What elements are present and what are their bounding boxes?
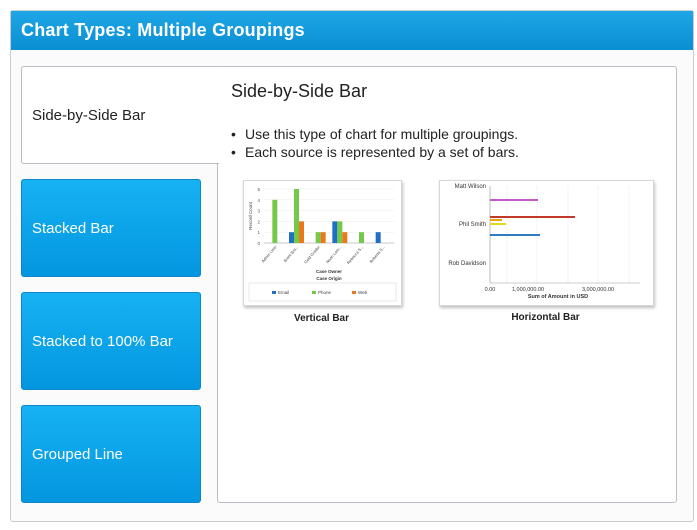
tab-grouped-line[interactable]: Grouped Line bbox=[21, 405, 201, 503]
bar-email bbox=[375, 232, 381, 243]
bar-phone bbox=[359, 232, 364, 243]
y-tick-label: 1 bbox=[257, 230, 260, 235]
horizontal-bar-caption: Horizontal Bar bbox=[511, 312, 580, 323]
x-tick-label: 3,000,000.00 bbox=[582, 287, 614, 293]
tab-stacked-to-100-bar[interactable]: Stacked to 100% Bar bbox=[21, 292, 201, 390]
x-tick-label: 1,000,000.00 bbox=[512, 287, 544, 293]
legend-swatch bbox=[312, 291, 316, 294]
bar bbox=[490, 219, 502, 221]
bullet-item: • Use this type of chart for multiple gro… bbox=[231, 126, 519, 142]
category-label: Phil Smith bbox=[459, 222, 486, 228]
y-tick-label: 0 bbox=[257, 241, 260, 246]
bar-phone bbox=[337, 221, 343, 243]
bullet-text: Use this type of chart for multiple grou… bbox=[245, 126, 519, 142]
y-axis-label: Record Count bbox=[248, 201, 253, 230]
x-axis-label: Sum of Amount in USD bbox=[528, 294, 588, 300]
bar bbox=[490, 234, 540, 236]
y-tick-label: 5 bbox=[257, 187, 260, 192]
horizontal-bar-thumbnail: Matt Wilson Phil Smith Rob Davidson 0.00 1,0… bbox=[439, 180, 654, 306]
category-label: Matt Wilson bbox=[455, 184, 486, 190]
bar-web bbox=[342, 232, 348, 243]
x-tick-label: Admin User bbox=[260, 244, 278, 264]
vertical-bar-chart: 0 1 2 3 4 5 Record Count Admin User Brent Bra...… bbox=[248, 187, 397, 302]
x-tick-label: Gold Gradur bbox=[303, 244, 321, 265]
bar bbox=[490, 223, 506, 225]
x-tick-label: Noah Lam... bbox=[325, 244, 343, 264]
bar bbox=[490, 199, 538, 201]
legend-label: Phone bbox=[318, 290, 332, 295]
x-tick-label: Roberta S... bbox=[368, 244, 386, 264]
bar-phone bbox=[272, 199, 278, 243]
y-tick-label: 4 bbox=[257, 198, 260, 203]
bar-phone bbox=[315, 232, 321, 243]
bar-web bbox=[299, 221, 304, 243]
legend-box bbox=[248, 282, 397, 302]
bar-web bbox=[320, 232, 326, 243]
x-tick-label: Rebecca S... bbox=[346, 244, 365, 265]
tab-stacked-bar[interactable]: Stacked Bar bbox=[21, 179, 201, 277]
bar-phone bbox=[294, 189, 299, 243]
x-axis-label: Case Owner bbox=[316, 269, 342, 274]
horizontal-bar-chart: Matt Wilson Phil Smith Rob Davidson 0.00 1,0… bbox=[448, 184, 640, 300]
x-tick-label: Brent Bra... bbox=[282, 244, 299, 263]
bullet-text: Each source is represented by a set of b… bbox=[245, 144, 519, 160]
bar-email bbox=[332, 221, 338, 243]
legend-swatch bbox=[352, 291, 356, 294]
y-tick-label: 2 bbox=[257, 219, 260, 224]
vertical-bar-caption: Vertical Bar bbox=[293, 313, 350, 324]
category-label: Rob Davidson bbox=[448, 261, 486, 267]
legend-label: Web bbox=[358, 290, 368, 295]
tab-side-by-side-bar[interactable]: Side-by-Side Bar bbox=[21, 66, 219, 164]
bullet-list: • Use this type of chart for multiple gro… bbox=[229, 125, 519, 161]
legend-label: Email bbox=[278, 290, 289, 295]
bullet-item: • Each source is represented by a set of … bbox=[231, 144, 519, 160]
vertical-bar-thumbnail: 0 1 2 3 4 5 Record Count Admin User Brent Bra...… bbox=[243, 180, 402, 306]
bar bbox=[490, 216, 575, 218]
y-tick-label: 3 bbox=[257, 209, 260, 214]
slide-header: Chart Types: Multiple Groupings bbox=[11, 11, 693, 50]
legend-title: Case Origin bbox=[316, 276, 342, 281]
bar-email bbox=[289, 232, 294, 243]
content-title: Side-by-Side Bar bbox=[231, 81, 368, 101]
x-tick-label: 0.00 bbox=[485, 287, 496, 293]
legend-swatch bbox=[272, 291, 276, 294]
